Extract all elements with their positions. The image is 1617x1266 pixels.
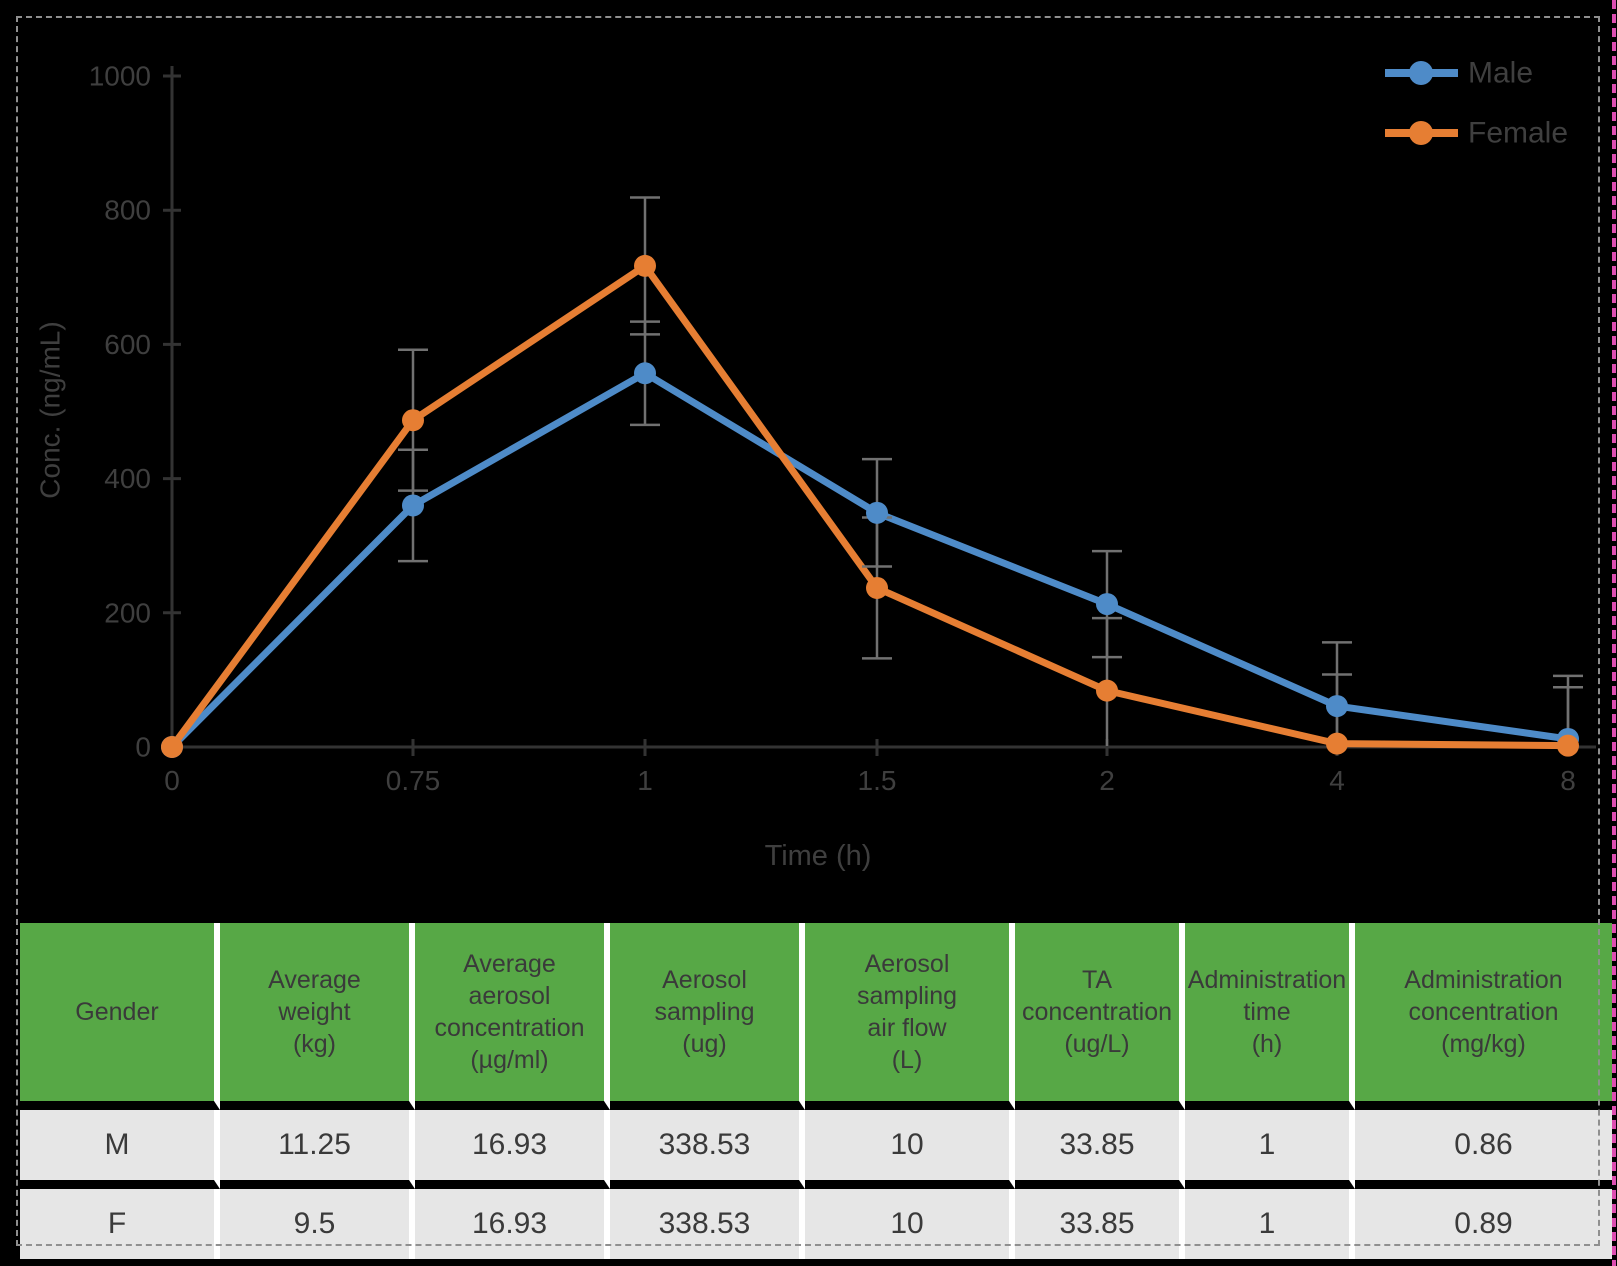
magenta-edge-guide-line — [1612, 0, 1616, 1266]
legend-label: Male — [1468, 57, 1533, 90]
y-axis-title: Conc. (ng/mL) — [35, 321, 66, 498]
data-point-male-2 — [1096, 593, 1118, 616]
y-tick-label: 1000 — [89, 61, 151, 92]
legend-marker-dot — [1409, 121, 1433, 145]
data-point-male-1.5 — [866, 501, 888, 524]
x-axis-title: Time (h) — [765, 840, 872, 872]
x-tick-label: 1 — [637, 765, 653, 796]
table-header-gender: Gender — [20, 923, 220, 1110]
table-cell-male-aerosol-sampling: 338.53 — [610, 1110, 805, 1189]
legend-item-female: Female — [1385, 117, 1568, 150]
legend-marker-dot — [1409, 61, 1433, 85]
data-point-male-4 — [1326, 695, 1348, 718]
y-tick-label: 800 — [104, 195, 151, 226]
table-header-average-weight: Average weight (kg) — [220, 923, 415, 1110]
table-cell-female-aerosol-sampling: 338.53 — [610, 1189, 805, 1259]
legend: Male Female — [1385, 57, 1568, 150]
y-tick-label: 200 — [104, 597, 151, 628]
data-point-male-0.75 — [402, 494, 424, 517]
data-point-female-4 — [1326, 732, 1348, 755]
y-tick-label: 400 — [104, 463, 151, 494]
table-cell-male-air-flow: 10 — [805, 1110, 1015, 1189]
x-tick-label: 2 — [1099, 765, 1115, 796]
table-cell-female-weight: 9.5 — [220, 1189, 415, 1259]
y-tick-label: 600 — [104, 329, 151, 360]
data-point-female-0 — [161, 736, 183, 758]
dosing-parameters-table: Gender Average weight (kg) Average aeros… — [20, 923, 1612, 1259]
concentration-time-chart[interactable]: 0 200 400 600 800 1000 0 0.75 1 1.5 2 4 8 Conc. (ng/m… — [0, 0, 1617, 920]
table-cell-female-gender: F — [20, 1189, 220, 1259]
table-cell-female-administration-concentration: 0.89 — [1355, 1189, 1612, 1259]
table-cell-male-administration-time: 1 — [1185, 1110, 1355, 1189]
data-point-female-1 — [634, 254, 656, 277]
x-tick-label: 8 — [1560, 765, 1576, 796]
data-point-female-1.5 — [866, 576, 888, 599]
x-tick-label: 0 — [164, 765, 180, 796]
table-header-ta-concentration: TA concentration (ug/L) — [1015, 923, 1185, 1110]
error-bars-male — [398, 320, 1583, 746]
legend-item-male: Male — [1385, 57, 1533, 90]
legend-label: Female — [1468, 117, 1568, 150]
error-bars-female — [398, 196, 1583, 746]
data-point-female-0.75 — [402, 409, 424, 432]
data-points-female — [161, 254, 1579, 758]
data-point-male-1 — [634, 362, 656, 385]
table-header-aerosol-sampling: Aerosol sampling (ug) — [610, 923, 805, 1110]
x-tick-label: 1.5 — [858, 765, 897, 796]
data-point-female-8 — [1557, 734, 1579, 757]
table-cell-female-aerosol-concentration: 16.93 — [415, 1189, 610, 1259]
table-cell-female-air-flow: 10 — [805, 1189, 1015, 1259]
table-cell-male-ta-concentration: 33.85 — [1015, 1110, 1185, 1189]
data-point-female-2 — [1096, 679, 1118, 702]
y-tick-label: 0 — [135, 732, 151, 763]
table-header-administration-time: Administration time (h) — [1185, 923, 1355, 1110]
table-cell-female-administration-time: 1 — [1185, 1189, 1355, 1259]
x-tick-label: 4 — [1329, 765, 1345, 796]
x-tick-label: 0.75 — [386, 765, 441, 796]
table-cell-male-weight: 11.25 — [220, 1110, 415, 1189]
table-cell-female-ta-concentration: 33.85 — [1015, 1189, 1185, 1259]
table-cell-male-aerosol-concentration: 16.93 — [415, 1110, 610, 1189]
table-cell-male-administration-concentration: 0.86 — [1355, 1110, 1612, 1189]
table-cell-male-gender: M — [20, 1110, 220, 1189]
data-points-male — [161, 362, 1579, 758]
table-header-aerosol-sampling-air-flow: Aerosol sampling air flow (L) — [805, 923, 1015, 1110]
table-header-administration-concentration: Administration concentration (mg/kg) — [1355, 923, 1612, 1110]
table-header-average-aerosol-concentration: Average aerosol concentration (µg/ml) — [415, 923, 610, 1110]
axes: 0 200 400 600 800 1000 0 0.75 1 1.5 2 4 8 Conc. (ng/m… — [35, 61, 1596, 872]
series-line-male — [168, 369, 1572, 751]
